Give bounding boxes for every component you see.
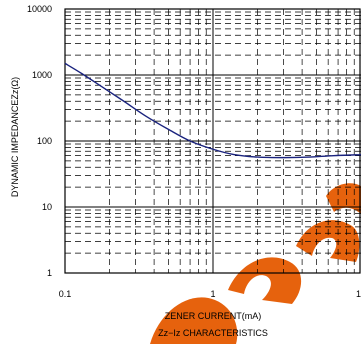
y-tick-labels: 1 10 100 1000 10000 <box>27 4 52 278</box>
x-tick-labels: 0.1 1 10 <box>59 289 361 299</box>
y-tick-label: 10000 <box>27 4 52 14</box>
y-axis-label: DYNAMIC IMPEDANCEZz(Ω) <box>10 77 20 197</box>
watermark-shape <box>150 297 238 344</box>
x-tick-label: 0.1 <box>59 289 72 299</box>
watermark-logo <box>150 183 361 344</box>
y-tick-label: 10 <box>42 202 52 212</box>
plot-frame <box>64 8 361 274</box>
y-tick-label: 1 <box>47 268 52 278</box>
watermark-shape <box>296 220 360 262</box>
y-tick-label: 100 <box>37 136 52 146</box>
series-line <box>64 62 361 159</box>
x-tick-label: 1 <box>210 289 215 299</box>
chart-title: Zz−Iz CHARACTERISTICS <box>158 328 268 338</box>
x-tick-label: 10 <box>356 289 361 299</box>
x-axis-label: ZENER CURRENT(mA) <box>165 311 262 321</box>
watermark-shape <box>326 183 361 214</box>
watermark-shape <box>228 257 302 304</box>
major-grid <box>65 9 361 273</box>
series-layer <box>64 62 361 159</box>
y-tick-label: 1000 <box>32 70 52 80</box>
